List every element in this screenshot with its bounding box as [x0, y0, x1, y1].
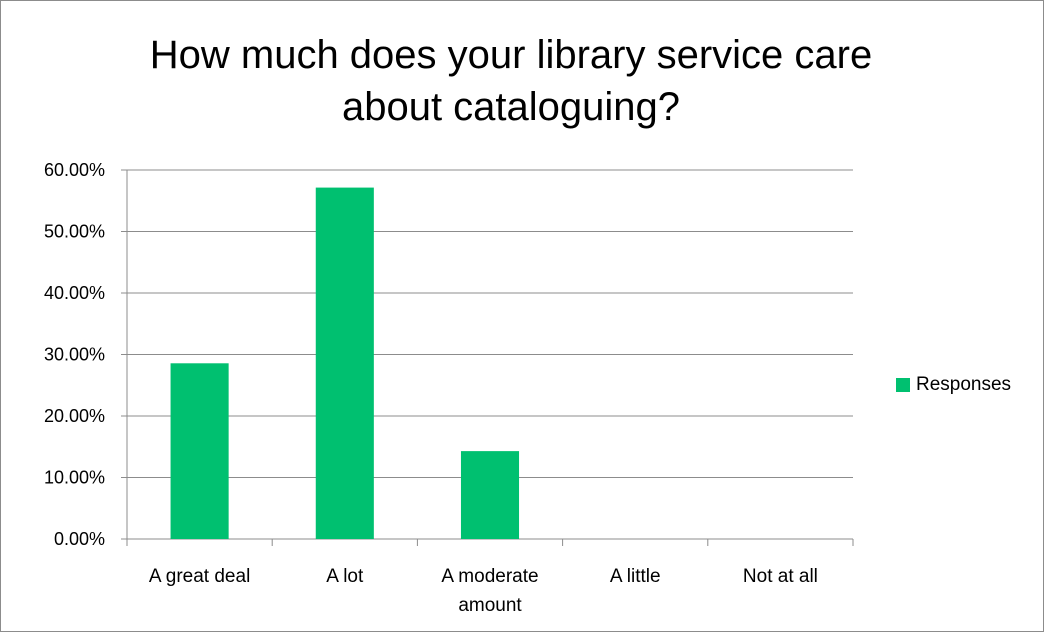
y-tick-label: 0.00%	[54, 529, 105, 549]
x-tick-label: A moderate	[441, 566, 538, 587]
chart-title: How much does your library service care …	[149, 33, 873, 129]
y-tick-label: 10.00%	[44, 468, 105, 488]
x-tick-label: A lot	[326, 566, 364, 587]
bar	[315, 187, 374, 540]
x-tick-label: Not at all	[743, 566, 818, 587]
y-tick-label: 40.00%	[44, 283, 105, 303]
x-tick-label: A little	[610, 566, 661, 587]
bar	[460, 451, 520, 539]
x-tick-label: A great deal	[149, 566, 250, 587]
y-tick-label: 20.00%	[44, 406, 105, 426]
y-tick-label: 30.00%	[44, 345, 105, 365]
legend-swatch	[896, 378, 910, 392]
y-tick-label: 60.00%	[44, 160, 105, 180]
legend: Responses	[896, 374, 1011, 396]
y-tick-label: 50.00%	[44, 222, 105, 242]
bar	[170, 363, 229, 539]
legend-label: Responses	[916, 374, 1012, 395]
x-tick-label: amount	[458, 595, 522, 616]
